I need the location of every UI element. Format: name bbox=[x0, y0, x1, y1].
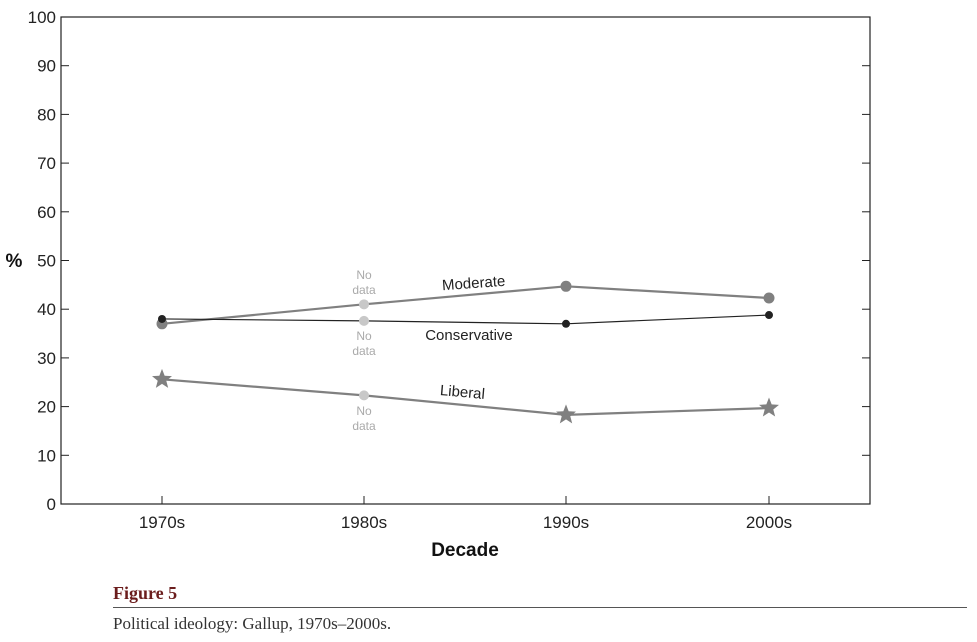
y-axis-title: % bbox=[6, 251, 23, 272]
data-point-moderate bbox=[763, 292, 775, 304]
x-tick-label: 2000s bbox=[746, 513, 792, 532]
no-data-label: data bbox=[352, 344, 376, 358]
y-tick-label: 90 bbox=[37, 57, 56, 76]
plot-frame bbox=[60, 16, 871, 505]
data-point-moderate bbox=[359, 299, 369, 310]
figure-caption: Political ideology: Gallup, 1970s–2000s. bbox=[113, 614, 392, 633]
y-tick-label: 60 bbox=[37, 203, 56, 222]
x-tick-label: 1980s bbox=[341, 513, 387, 532]
y-tick-label: 0 bbox=[47, 495, 56, 514]
series-label-liberal: Liberal bbox=[439, 382, 485, 403]
no-data-label: data bbox=[352, 419, 376, 433]
data-point-conservative bbox=[158, 314, 166, 323]
x-tick-label: 1970s bbox=[139, 513, 185, 532]
line-chart: 0 10 20 30 40 50 60 70 80 90 100 1970s 1980s 1990s 20… bbox=[6, 8, 871, 561]
data-point-liberal bbox=[359, 390, 369, 401]
y-tick-label: 40 bbox=[37, 300, 56, 319]
data-point-conservative bbox=[359, 315, 369, 326]
x-axis-title: Decade bbox=[431, 540, 499, 561]
data-point-conservative bbox=[562, 319, 570, 328]
y-tick-label: 30 bbox=[37, 349, 56, 368]
no-data-label: No bbox=[356, 329, 372, 343]
series-label-conservative: Conservative bbox=[425, 327, 513, 344]
series-line-conservative bbox=[161, 314, 770, 325]
data-point-conservative bbox=[765, 311, 773, 320]
caption-divider bbox=[113, 607, 967, 608]
series-line-liberal bbox=[161, 378, 770, 416]
figure-label: Figure 5 bbox=[113, 583, 178, 603]
series-layer bbox=[152, 280, 779, 424]
data-point-liberal bbox=[759, 397, 779, 417]
no-data-label: No bbox=[356, 404, 372, 418]
data-point-moderate bbox=[560, 280, 572, 292]
no-data-label: data bbox=[352, 283, 376, 297]
y-axis-ticks: 0 10 20 30 40 50 60 70 80 90 100 bbox=[28, 8, 870, 514]
y-tick-label: 80 bbox=[37, 105, 56, 124]
y-tick-label: 70 bbox=[37, 154, 56, 173]
y-tick-label: 50 bbox=[37, 252, 56, 271]
y-tick-label: 100 bbox=[28, 8, 56, 27]
y-tick-label: 10 bbox=[37, 446, 56, 465]
x-axis-ticks: 1970s 1980s 1990s 2000s bbox=[139, 496, 792, 532]
y-tick-label: 20 bbox=[37, 398, 56, 417]
x-tick-label: 1990s bbox=[543, 513, 589, 532]
series-label-moderate: Moderate bbox=[441, 273, 505, 294]
no-data-label: No bbox=[356, 268, 372, 282]
series-line-moderate bbox=[161, 285, 770, 325]
data-point-liberal bbox=[152, 368, 172, 388]
data-point-liberal bbox=[556, 404, 576, 424]
